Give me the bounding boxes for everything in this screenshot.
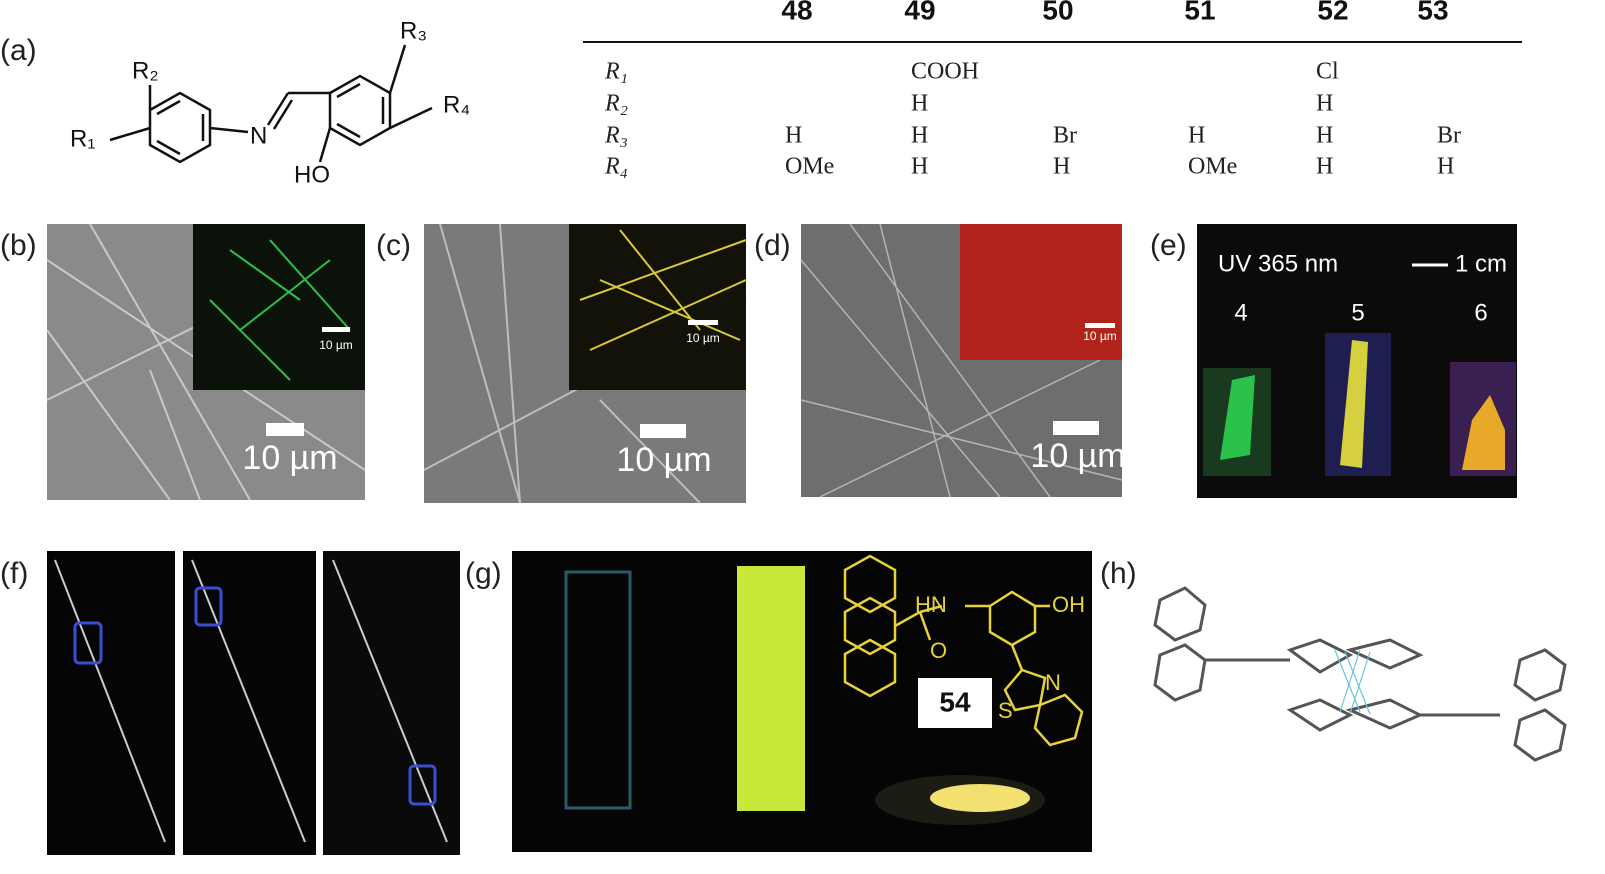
wire xyxy=(191,559,306,843)
cuvette xyxy=(737,566,805,811)
atom-label: N xyxy=(250,122,267,149)
column-header: 51 xyxy=(1184,0,1215,25)
inset-scale-label: 10 µm xyxy=(1083,329,1117,343)
table-cell: H xyxy=(1316,91,1333,117)
table-cell: Br xyxy=(1053,123,1077,149)
table-cell: H xyxy=(911,123,928,149)
molecule-bonds xyxy=(843,554,1084,747)
panel-label: (b) xyxy=(0,229,37,262)
highlight-box xyxy=(194,586,223,627)
scale-label: 10 µm xyxy=(616,441,711,479)
cuvette xyxy=(564,570,632,810)
atom-label: HN xyxy=(915,592,947,617)
panel-label: (c) xyxy=(376,229,411,262)
panel-label: (f) xyxy=(0,557,28,590)
row-label: R₃ xyxy=(604,123,628,149)
row-label: R₄ xyxy=(604,154,628,180)
inset-scale-label: 10 µm xyxy=(686,331,720,345)
inset-scale-label: 10 µm xyxy=(319,338,353,352)
panel-label: (d) xyxy=(754,229,791,262)
panel-label: (e) xyxy=(1150,229,1187,262)
compound-label: 54 xyxy=(939,686,971,717)
substituent: R₃ xyxy=(400,17,427,44)
scale-label: 10 µm xyxy=(242,439,337,477)
atom-label: OH xyxy=(1052,592,1085,617)
table-cell: H xyxy=(911,154,928,180)
table-cell: H xyxy=(911,91,928,117)
powder xyxy=(930,784,1030,812)
interaction-lines xyxy=(1334,649,1371,715)
column-header: 53 xyxy=(1417,0,1448,25)
table-cell: H xyxy=(1316,123,1333,149)
panel-label: (a) xyxy=(0,34,37,67)
structure-bonds xyxy=(109,44,433,164)
scale-bar xyxy=(688,320,718,325)
table-cell: OMe xyxy=(1188,154,1237,180)
table-cell: H xyxy=(1316,154,1333,180)
scale-bar xyxy=(640,424,686,438)
row-label: R₁ xyxy=(604,59,628,85)
atom-label: HO xyxy=(294,161,330,188)
table-cell: Cl xyxy=(1316,59,1339,85)
scale-bar xyxy=(266,423,304,436)
wire xyxy=(54,559,166,843)
highlight-box xyxy=(408,764,437,806)
atom-label: S xyxy=(998,698,1013,723)
atom-label: O xyxy=(930,638,947,663)
panel-label: (g) xyxy=(465,557,502,590)
atom-label: N xyxy=(1045,670,1061,695)
column-header: 48 xyxy=(781,0,812,25)
scale-label: 1 cm xyxy=(1455,250,1507,277)
highlight-box xyxy=(73,621,103,665)
panel-label: (h) xyxy=(1100,557,1137,590)
row-label: R₂ xyxy=(604,91,628,117)
inset-fibers xyxy=(579,229,747,351)
scale-bar xyxy=(1053,421,1099,435)
fluorescence-inset xyxy=(193,224,365,390)
column-header: 49 xyxy=(904,0,935,25)
scale-bar xyxy=(322,327,350,332)
column-header: 50 xyxy=(1042,0,1073,25)
table-cell: H xyxy=(1053,154,1070,180)
fluorescence-inset xyxy=(960,224,1122,360)
scale-bar xyxy=(1085,323,1115,328)
fibers xyxy=(800,223,1123,498)
crystal xyxy=(1462,395,1505,470)
caption: UV 365 nm xyxy=(1218,250,1338,277)
crystal xyxy=(1220,375,1255,460)
scale-label: 10 µm xyxy=(1030,437,1125,475)
wire xyxy=(332,559,448,843)
substituent: R₄ xyxy=(443,91,470,118)
column-header: 52 xyxy=(1317,0,1348,25)
table-cell: COOH xyxy=(911,59,979,85)
sample-label: 6 xyxy=(1474,299,1487,326)
table-cell: H xyxy=(1188,123,1205,149)
crystal xyxy=(1340,340,1368,468)
compound-label-box xyxy=(918,678,992,728)
table-cell: H xyxy=(785,123,802,149)
inset-fibers xyxy=(209,239,351,381)
crystal-structure xyxy=(1153,586,1567,762)
substituent: R₁ xyxy=(70,125,95,152)
table-cell: OMe xyxy=(785,154,834,180)
substituent: R₂ xyxy=(132,57,159,84)
table-cell: Br xyxy=(1437,123,1461,149)
sample-label: 4 xyxy=(1234,299,1247,326)
table-cell: H xyxy=(1437,154,1454,180)
sample-label: 5 xyxy=(1351,299,1364,326)
